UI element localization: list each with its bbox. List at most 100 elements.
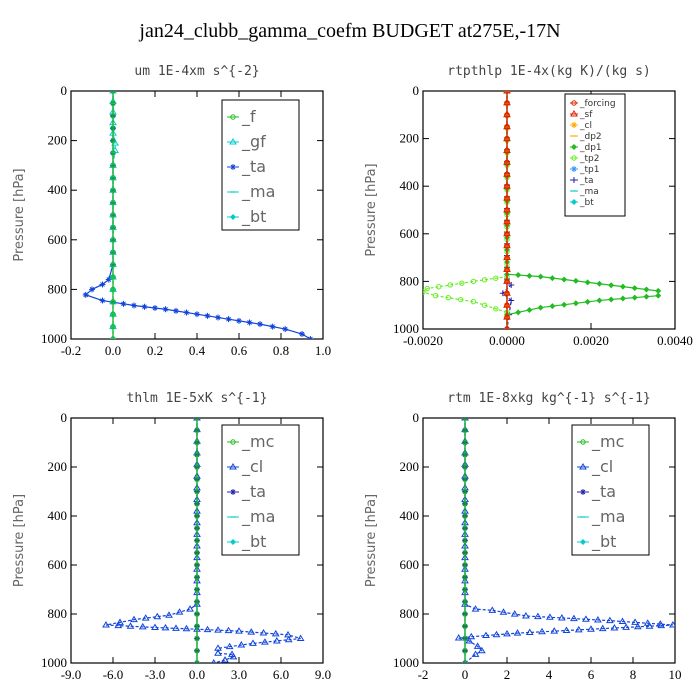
- plot-title: thlm 1E-5xK s^{-1}: [127, 391, 268, 406]
- plot-data: [82, 91, 314, 339]
- series-marker: [584, 279, 591, 286]
- series-marker: [99, 297, 106, 304]
- x-tick-label: 4: [546, 667, 553, 682]
- series-marker: [462, 452, 468, 458]
- series-marker: [271, 629, 280, 637]
- y-tick-label: 1000: [41, 331, 67, 346]
- series-marker: [618, 617, 627, 624]
- series-marker: [462, 635, 468, 642]
- legend-entry: _ma: [241, 182, 275, 202]
- series-marker: [110, 323, 116, 330]
- legend-entry: _bt: [241, 532, 266, 552]
- series-marker: [587, 625, 595, 632]
- series-marker: [110, 311, 116, 317]
- plot-title: um 1E-4xm s^{-2}: [134, 64, 259, 79]
- series-marker: [126, 622, 135, 629]
- series-marker: [175, 608, 184, 615]
- series-marker: [462, 574, 468, 580]
- series-marker: [214, 649, 222, 656]
- series-marker: [110, 199, 116, 206]
- series-marker: [424, 285, 430, 292]
- x-tick-label: -2: [418, 667, 429, 682]
- legend-entry: _bt: [591, 532, 616, 552]
- series-marker: [432, 292, 439, 299]
- series-marker: [282, 326, 289, 333]
- series-marker: [284, 635, 293, 643]
- series-marker: [110, 175, 116, 181]
- series-marker: [423, 289, 426, 295]
- legend-entry: _sf: [579, 110, 593, 120]
- legend-marker: [571, 199, 577, 205]
- series-marker: [504, 112, 510, 118]
- series-marker: [247, 628, 256, 635]
- series-marker: [633, 622, 642, 630]
- series-marker: [582, 615, 590, 622]
- series-marker: [482, 631, 490, 639]
- series-marker: [110, 187, 116, 193]
- y-axis-label: Pressure [hPa]: [364, 163, 379, 256]
- series-marker: [643, 286, 650, 293]
- series-marker: [504, 231, 510, 237]
- series-marker: [622, 623, 630, 630]
- series-marker: [493, 306, 499, 312]
- y-tick-label: 600: [48, 557, 68, 572]
- series-marker: [110, 336, 116, 339]
- series-marker: [153, 612, 162, 620]
- series-marker: [504, 219, 510, 225]
- series-marker: [504, 207, 510, 213]
- x-tick-label: 0.0020: [573, 333, 609, 348]
- series-marker: [504, 290, 510, 296]
- legend-entry: _cl: [241, 457, 263, 477]
- series-marker: [534, 612, 542, 620]
- x-tick-label: 3.0: [231, 667, 247, 682]
- series-marker: [194, 611, 200, 617]
- series-marker: [141, 303, 148, 310]
- series-marker: [499, 608, 508, 615]
- series-marker: [269, 323, 276, 330]
- series-marker: [570, 614, 578, 622]
- series-marker: [102, 621, 110, 628]
- legend-entry: _tp1: [579, 165, 599, 175]
- series-marker: [504, 266, 510, 273]
- series-marker: [194, 452, 200, 458]
- series-marker: [89, 286, 95, 293]
- legend-entry: _forcing: [579, 99, 616, 109]
- y-tick-label: 400: [48, 508, 68, 523]
- series-marker: [504, 243, 510, 249]
- series-marker: [504, 171, 510, 178]
- series-marker: [307, 336, 314, 339]
- legend-entry: _mc: [591, 432, 624, 452]
- y-tick-label: 1000: [393, 655, 419, 670]
- figure-title: jan24_clubb_gamma_coefm BUDGET at275E,-1…: [139, 20, 561, 42]
- series-marker: [470, 298, 477, 305]
- series-marker: [462, 464, 468, 470]
- series-marker: [504, 159, 510, 166]
- series-marker: [194, 623, 200, 629]
- series-marker: [462, 427, 468, 433]
- y-tick-label: 1000: [41, 655, 67, 670]
- series-marker: [114, 621, 123, 629]
- series-marker: [110, 261, 116, 268]
- series-marker: [110, 237, 116, 243]
- legend-marker: [230, 439, 236, 445]
- series-marker: [610, 624, 619, 631]
- series-marker: [194, 635, 200, 642]
- legend-marker: [571, 177, 577, 183]
- y-tick-label: 0: [413, 83, 420, 98]
- legend-entry: _bt: [579, 198, 594, 208]
- legend-marker: [230, 539, 236, 545]
- series-marker: [436, 284, 442, 290]
- series-marker: [447, 282, 453, 288]
- series-marker: [445, 294, 451, 301]
- series-marker: [504, 183, 510, 189]
- x-tick-label: 0.0040: [657, 333, 693, 348]
- y-tick-label: 0: [61, 83, 68, 98]
- series-marker: [549, 275, 556, 282]
- x-tick-label: 10: [669, 667, 682, 682]
- x-tick-label: 0: [462, 667, 469, 682]
- series-marker: [467, 632, 476, 640]
- series-marker: [631, 285, 638, 292]
- series-marker: [120, 300, 127, 307]
- legend-marker: [579, 463, 587, 470]
